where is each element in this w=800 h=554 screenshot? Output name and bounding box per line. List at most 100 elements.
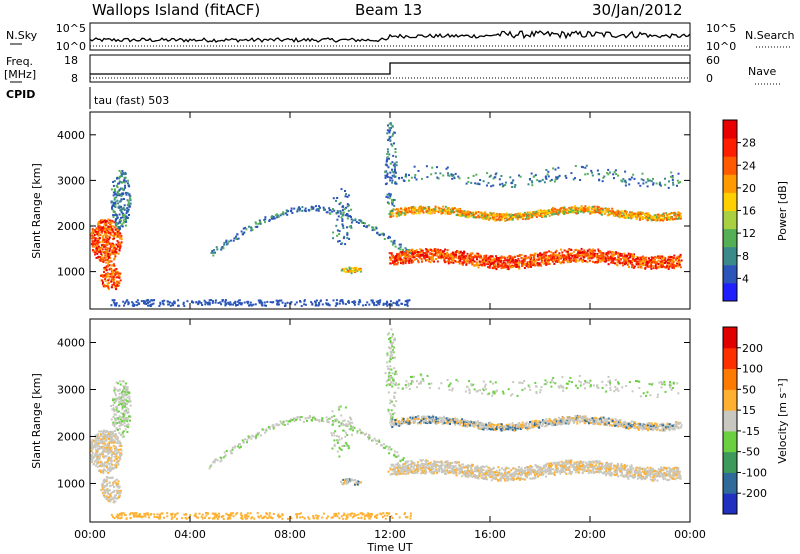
range-cell (513, 261, 516, 264)
range-cell (671, 256, 674, 259)
range-cell (477, 252, 480, 255)
range-cell (124, 191, 127, 194)
range-cell (453, 207, 456, 210)
range-cell (643, 216, 646, 219)
range-cell (375, 227, 378, 230)
range-cell (116, 272, 119, 275)
range-cell (641, 260, 644, 263)
range-cell (99, 453, 102, 456)
range-cell (481, 263, 484, 266)
range-cell (284, 302, 287, 305)
range-cell (514, 264, 517, 267)
range-cell (353, 303, 356, 306)
range-cell (580, 205, 583, 208)
range-cell (558, 174, 561, 177)
range-cell (666, 261, 669, 264)
range-cell (642, 216, 645, 219)
range-cell (394, 256, 397, 259)
range-cell (113, 455, 116, 458)
range-cell (566, 208, 569, 211)
range-cell (96, 458, 98, 461)
range-cell (599, 255, 602, 258)
range-cell (144, 300, 147, 303)
range-cell (327, 303, 330, 306)
range-cell (635, 214, 638, 217)
range-cell (650, 267, 653, 270)
range-cell (113, 441, 115, 444)
range-cell (101, 236, 104, 239)
range-cell (641, 262, 644, 265)
range-cell (114, 500, 117, 503)
range-cell (488, 266, 491, 269)
range-cell (118, 396, 121, 399)
range-cell (386, 156, 389, 159)
range-cell (531, 181, 534, 184)
range-cell (483, 215, 486, 217)
range-cell (103, 238, 106, 241)
range-cell (553, 180, 556, 183)
range-cell (264, 221, 266, 224)
range-cell (509, 215, 512, 218)
range-cell (210, 251, 213, 254)
range-cell (639, 212, 642, 215)
range-cell (101, 435, 104, 438)
range-cell (112, 397, 115, 400)
range-cell (121, 420, 124, 423)
range-cell (398, 243, 401, 246)
range-cell (536, 213, 539, 216)
range-cell (261, 304, 264, 307)
range-cell (106, 490, 109, 493)
range-cell (108, 264, 111, 267)
range-cell (285, 209, 288, 212)
range-cell (562, 254, 564, 257)
range-cell (242, 233, 244, 236)
range-cell (524, 255, 527, 257)
range-cell (117, 439, 119, 442)
range-cell (436, 252, 439, 255)
range-cell (123, 216, 126, 219)
range-cell (452, 174, 455, 176)
range-cell (561, 260, 564, 263)
range-cell (579, 206, 582, 209)
range-cell (307, 416, 310, 419)
range-cell (115, 267, 118, 270)
range-cell (315, 299, 318, 302)
range-cell (113, 435, 116, 438)
range-cell (106, 282, 109, 285)
range-cell (545, 209, 548, 212)
range-cell (337, 215, 340, 218)
range-cell (348, 269, 351, 272)
range-cell (421, 209, 424, 212)
power-ylabel: Slant Range [km] (30, 163, 43, 259)
colorbar-tick-label: 4 (742, 272, 749, 285)
range-cell (93, 455, 96, 458)
range-cell (670, 256, 672, 259)
range-cell (487, 258, 490, 261)
range-cell (487, 214, 489, 217)
range-cell (116, 398, 119, 401)
range-cell (269, 301, 272, 304)
range-cell (459, 259, 462, 262)
range-cell (567, 252, 570, 255)
range-cell (574, 256, 576, 259)
range-cell (500, 175, 503, 177)
range-cell (630, 261, 633, 264)
range-cell (247, 435, 250, 438)
range-cell (111, 244, 114, 247)
range-cell (555, 259, 558, 262)
range-cell (511, 256, 514, 259)
range-cell (600, 207, 603, 210)
range-cell (521, 261, 524, 264)
range-cell (428, 212, 431, 215)
range-cell (96, 248, 99, 251)
range-cell (607, 252, 610, 255)
range-cell (111, 238, 114, 241)
range-cell (510, 261, 512, 264)
range-cell (182, 303, 185, 306)
range-cell (636, 213, 638, 216)
range-cell (469, 256, 472, 259)
range-cell (111, 430, 114, 433)
range-cell (110, 435, 113, 438)
range-cell (404, 303, 406, 306)
